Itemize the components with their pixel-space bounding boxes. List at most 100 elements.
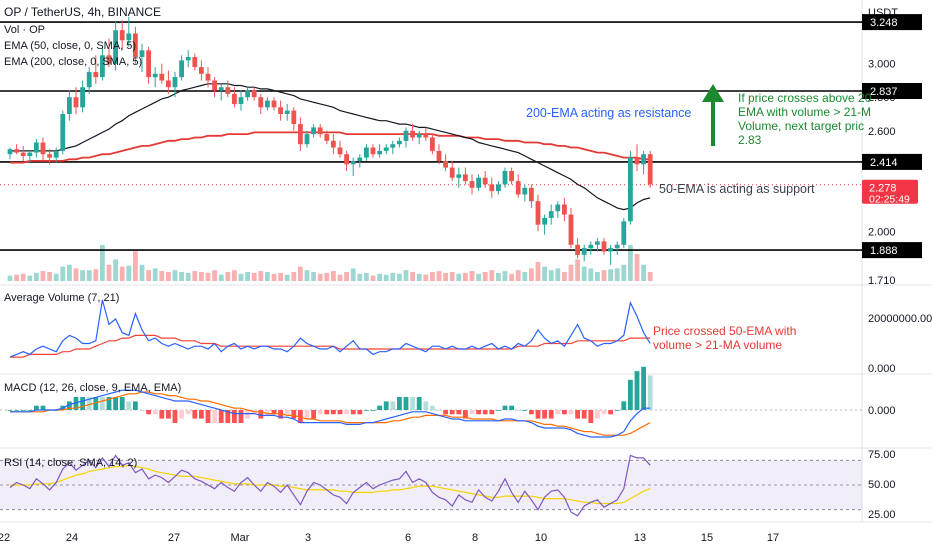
macd-histogram-bar: [628, 379, 633, 410]
candle-body: [119, 30, 125, 41]
candle-body: [331, 140, 336, 148]
macd-histogram-bar: [225, 410, 231, 423]
level-tag: [862, 153, 922, 170]
macd-histogram-bar: [502, 405, 508, 410]
volume-bar: [179, 272, 184, 281]
macd-histogram-bar: [555, 410, 561, 415]
macd-histogram-bar: [436, 410, 442, 411]
avg-volume-title: Average Volume (7, 21): [4, 292, 119, 304]
macd-histogram-bar: [410, 397, 415, 410]
candle-body: [60, 114, 66, 151]
volume-bar: [251, 272, 257, 281]
volume-bar: [106, 264, 112, 281]
macd-histogram-bar: [469, 410, 475, 415]
macd-histogram-bar: [258, 410, 264, 419]
volume-bar: [509, 273, 514, 281]
macd-histogram-bar: [133, 401, 138, 410]
volume-bar: [595, 272, 600, 281]
volume-bar: [146, 270, 151, 281]
candle-body: [634, 157, 640, 165]
candle-body: [212, 80, 217, 91]
macd-histogram-bar: [568, 410, 574, 415]
macd-histogram-bar: [34, 405, 39, 410]
macd-histogram-bar: [647, 375, 653, 410]
volume-bar: [337, 274, 343, 281]
volume-bar: [469, 271, 475, 281]
volume-bar: [357, 273, 363, 281]
target-annotation-line4: 2.83: [738, 133, 762, 147]
volume-bar: [86, 270, 92, 281]
volume-bar: [397, 273, 402, 281]
candle-body: [73, 97, 79, 108]
level-tag: [862, 83, 922, 99]
macd-histogram-bar: [185, 410, 191, 415]
volume-bar: [298, 266, 303, 281]
macd-histogram-bar: [278, 410, 283, 419]
volume-bar: [265, 272, 270, 281]
volume-bar: [232, 270, 237, 281]
volume-bar: [60, 266, 66, 281]
macd-histogram-bar: [265, 410, 270, 415]
macd-histogram-bar: [199, 410, 204, 419]
price-tick: 2.000: [868, 226, 896, 238]
candle-body: [86, 72, 92, 88]
candle-body: [337, 147, 343, 155]
macd-histogram-bar: [67, 401, 72, 410]
volume-bar: [126, 265, 132, 281]
candle-body: [476, 177, 481, 188]
candle-body: [496, 184, 501, 192]
time-tick: 15: [701, 532, 713, 544]
volume-bar: [489, 270, 495, 281]
volume-bar: [449, 272, 455, 281]
macd-histogram-bar: [397, 397, 402, 410]
time-tick: 27: [168, 532, 180, 544]
volume-bar: [14, 274, 19, 281]
time-tick: 17: [767, 532, 779, 544]
macd-histogram-bar: [245, 410, 250, 419]
candle-body: [430, 137, 435, 151]
macd-histogram-bar: [119, 397, 125, 410]
volume-bar: [271, 273, 277, 281]
volume-bar: [555, 268, 561, 281]
candle-body: [218, 87, 224, 91]
rsi-tick-75: 75.00: [868, 449, 896, 461]
volume-bar: [218, 274, 224, 281]
volume-bar: [403, 270, 409, 281]
price-tick: 3.000: [868, 59, 896, 71]
macd-histogram-bar: [337, 410, 343, 415]
volume-bar: [34, 272, 39, 281]
volume-bar: [535, 262, 541, 281]
candle-body: [403, 130, 409, 141]
time-tick: 13: [634, 532, 646, 544]
target-annotation-line3: Volume, next target pric: [738, 119, 864, 133]
volume-bar: [383, 274, 389, 281]
volume-bar: [304, 270, 310, 281]
volume-bar: [423, 274, 429, 281]
macd-histogram-bar: [595, 410, 600, 419]
volume-bar: [581, 266, 587, 281]
volume-bar: [370, 275, 376, 281]
candle-body: [225, 87, 231, 94]
candle-body: [258, 97, 264, 108]
candle-body: [469, 181, 475, 188]
volume-bar: [192, 271, 198, 281]
volume-bar: [284, 274, 290, 281]
volume-bar: [152, 268, 158, 281]
volume-bar: [27, 275, 33, 281]
macd-histogram-bar: [324, 410, 330, 415]
volume-bar: [647, 272, 653, 281]
macd-histogram-bar: [298, 410, 303, 423]
volume-bar: [436, 271, 442, 281]
candle-body: [205, 73, 211, 81]
macd-histogram-bar: [416, 397, 422, 410]
level-tag: [862, 242, 922, 259]
candle-body: [100, 55, 105, 78]
volume-bar: [628, 245, 633, 281]
resistance-annotation: 200-EMA acting as resistance: [526, 106, 691, 120]
candle-body: [364, 147, 369, 158]
macd-histogram-bar: [449, 410, 455, 415]
candle-body: [449, 167, 455, 178]
volume-bar: [47, 272, 52, 281]
candle-body: [614, 244, 620, 249]
candle-body: [529, 187, 534, 202]
